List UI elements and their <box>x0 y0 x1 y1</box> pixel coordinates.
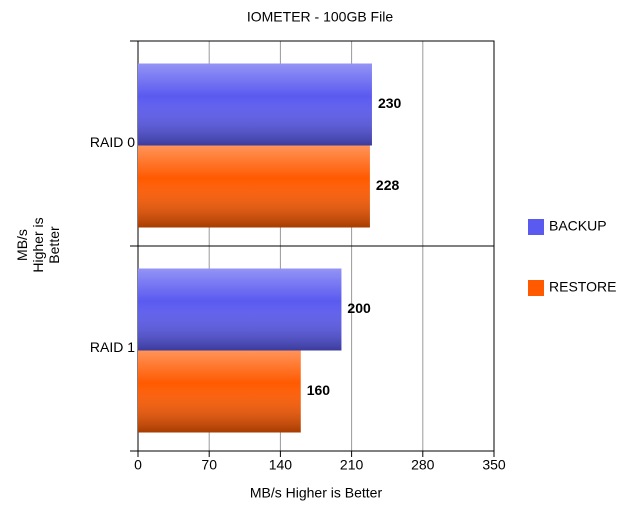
legend-swatch <box>528 219 544 235</box>
value-label: 228 <box>376 177 400 193</box>
y-axis-label: MB/s Higher is Better <box>14 217 62 273</box>
x-tick-label: 280 <box>411 457 435 473</box>
x-tick-label: 140 <box>269 457 293 473</box>
x-axis-label: MB/s Higher is Better <box>250 485 383 501</box>
x-tick-label: 0 <box>134 457 142 473</box>
x-tick-label: 70 <box>201 457 217 473</box>
x-tick-label: 350 <box>482 457 506 473</box>
bar-shade <box>138 63 372 146</box>
value-label: 200 <box>347 300 371 316</box>
bar-shade <box>138 268 342 351</box>
value-label: 230 <box>378 95 402 111</box>
bar-shade <box>138 350 301 433</box>
legend-swatch <box>528 280 544 296</box>
value-label: 160 <box>307 382 331 398</box>
bar-shade <box>138 145 370 228</box>
y-tick-label: RAID 0 <box>90 134 135 150</box>
legend-label: BACKUP <box>549 218 607 234</box>
chart-title: IOMETER - 100GB File <box>247 9 393 25</box>
x-tick-label: 210 <box>340 457 364 473</box>
legend-label: RESTORE <box>549 279 616 295</box>
y-tick-label: RAID 1 <box>90 339 135 355</box>
